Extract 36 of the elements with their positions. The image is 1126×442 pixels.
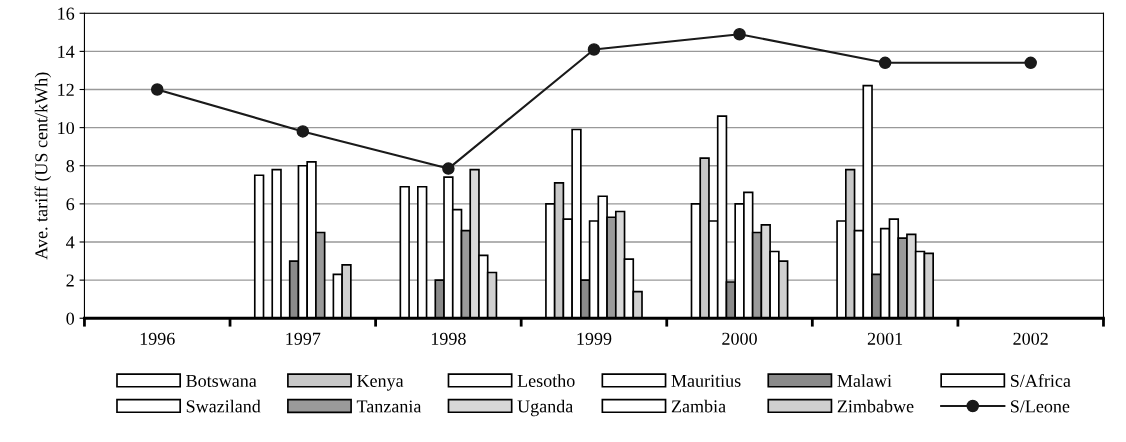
x-tick-label: 1999: [577, 332, 612, 345]
y-tick-label: 16: [58, 7, 75, 20]
legend-label: Zimbabwe: [837, 399, 914, 413]
legend-label: Tanzania: [356, 400, 422, 413]
point: [442, 162, 455, 175]
point: [733, 27, 746, 41]
legend-label: S/Africa: [1010, 374, 1071, 387]
y-tick-label: 8: [66, 160, 75, 173]
point: [296, 125, 310, 138]
x-tick-label: 2000: [722, 332, 757, 345]
x-tick-label: 2002: [1013, 332, 1048, 345]
x-tick-label: 1998: [431, 332, 466, 345]
point: [587, 43, 601, 56]
y-axis-title: Ave. tariff (US cent/kWh): [34, 72, 52, 260]
y-tick-label: 2: [66, 274, 74, 287]
legend-label: Swaziland: [186, 399, 261, 413]
x-tick-label: 1996: [140, 332, 175, 345]
point: [150, 83, 164, 96]
y-tick-label: 10: [58, 121, 75, 135]
y-tick-label: 14: [58, 45, 75, 58]
legend-label: Mauritius: [671, 374, 741, 387]
legend-label: Lesotho: [517, 374, 575, 387]
x-tick-label: 2001: [867, 332, 903, 345]
legend-label: Uganda: [517, 399, 573, 417]
legend-label: Zambia: [671, 399, 726, 413]
y-tick-label: 0: [66, 312, 75, 325]
legend-label: Kenya: [357, 374, 404, 391]
legend-label: Malawi: [837, 374, 892, 387]
y-tick-label: 12: [58, 83, 74, 96]
point: [878, 56, 892, 70]
y-tick-label: 6: [66, 198, 75, 211]
legend-label: Botswana: [186, 374, 257, 387]
point: [1024, 56, 1037, 70]
y-tick-label: 4: [66, 236, 75, 249]
x-tick-label: 1997: [286, 332, 321, 345]
legend-label: S/Leone: [1010, 400, 1070, 413]
